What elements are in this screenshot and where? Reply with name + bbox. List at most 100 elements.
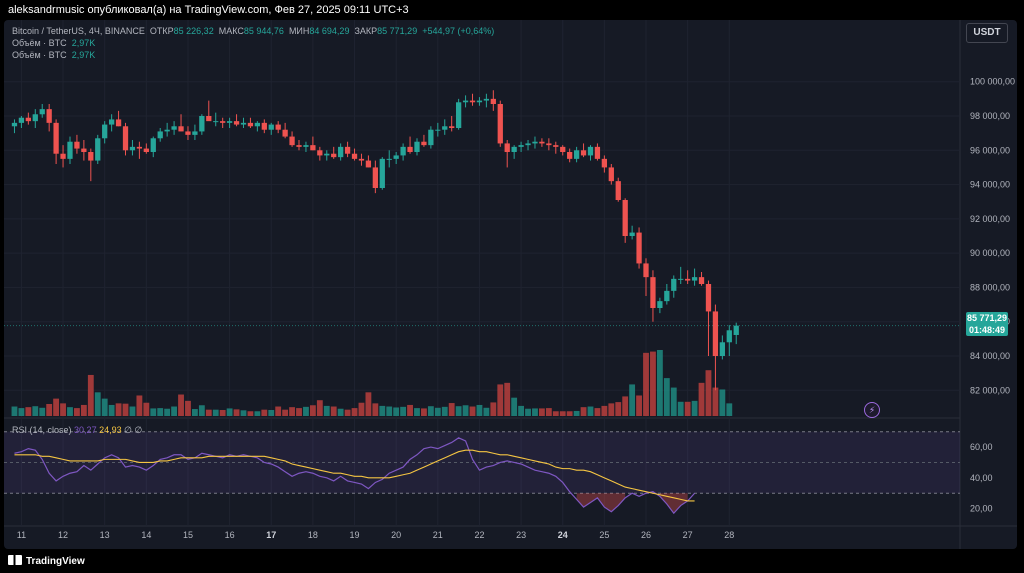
rsi-extra-2: ∅ <box>134 425 143 435</box>
time-tick-label: 25 <box>599 530 609 540</box>
candle <box>275 124 281 130</box>
symbol-name[interactable]: Bitcoin / TetherUS, 4Ч, BINANCE <box>12 26 145 36</box>
volume-bar <box>448 403 455 416</box>
volume-bar <box>60 403 66 416</box>
volume-bar <box>483 407 490 416</box>
time-tick-label: 22 <box>474 530 484 540</box>
candle <box>365 160 372 168</box>
candle <box>414 141 420 152</box>
price-tick-label: 82 000,00 <box>970 385 1010 395</box>
time-tick-label: 26 <box>641 530 651 540</box>
publisher-line: aleksandrmusic опубликовал(а) на Trading… <box>8 4 409 16</box>
volume-bar <box>25 407 32 416</box>
tradingview-logo-icon <box>8 555 22 565</box>
volume-bar <box>219 410 226 416</box>
close-value: 85 771,29 <box>377 26 418 36</box>
time-tick-label: 28 <box>724 530 734 540</box>
candle <box>442 126 448 130</box>
lightning-icon[interactable]: ⚡ <box>864 402 880 418</box>
volume-bar <box>462 405 469 416</box>
price-tick-label: 94 000,00 <box>970 180 1010 190</box>
tradingview-logo[interactable]: TradingView <box>8 555 85 567</box>
volume-bar <box>157 408 164 416</box>
volume-legend-2[interactable]: Объём · BTC 2,97K <box>12 50 95 60</box>
candle <box>129 146 136 151</box>
volume-bar <box>372 403 379 416</box>
volume-bar <box>18 408 25 416</box>
candle <box>60 153 66 159</box>
candle <box>629 232 635 236</box>
rsi-label: RSI (14, close) <box>12 425 72 435</box>
volume-bar <box>261 409 268 416</box>
volume-bar <box>191 409 198 416</box>
volume-bar <box>705 370 712 416</box>
candle <box>428 129 434 146</box>
candle <box>213 121 219 123</box>
volume-bar <box>198 405 205 416</box>
candle <box>46 109 52 123</box>
top-bar: aleksandrmusic опубликовал(а) на Trading… <box>0 0 1024 20</box>
candle <box>233 121 240 125</box>
candle <box>331 153 337 158</box>
candle <box>705 284 712 312</box>
currency-button[interactable]: USDT <box>966 23 1008 43</box>
candle <box>671 278 677 291</box>
candle <box>157 131 163 139</box>
volume-bar <box>386 406 393 416</box>
candle <box>546 143 552 146</box>
time-tick-label: 19 <box>350 530 360 540</box>
candle <box>580 150 587 156</box>
volume-bar <box>275 406 282 416</box>
candle <box>220 121 226 123</box>
rsi-oversold-fill <box>659 493 688 514</box>
high-label: МАКС <box>218 26 244 36</box>
volume-bar <box>282 409 289 416</box>
volume-bar <box>303 406 309 416</box>
volume-bar <box>365 392 372 416</box>
candle <box>518 145 524 147</box>
volume-bar <box>115 403 122 416</box>
candles <box>11 90 739 391</box>
volume-bar <box>573 410 580 416</box>
time-tick-label: 13 <box>100 530 110 540</box>
last-price: 85 771,29 <box>966 313 1008 323</box>
candle <box>122 126 129 151</box>
volume-label: Объём · BTC <box>12 50 67 60</box>
volume-bar <box>205 409 212 416</box>
volume-bar <box>538 408 545 416</box>
grid-lines <box>4 20 1017 549</box>
bar-timer: 01:48:49 <box>968 325 1006 335</box>
candle <box>372 167 378 188</box>
rsi-legend[interactable]: RSI (14, close) 30,27 24,93 ∅ ∅ <box>12 425 142 436</box>
footer: TradingView <box>0 549 1024 573</box>
volume-bar <box>421 408 427 416</box>
volume-bar <box>427 406 434 416</box>
candle <box>712 311 719 356</box>
candle <box>643 263 649 278</box>
candle <box>657 301 663 308</box>
volume-bar <box>601 405 608 416</box>
volume-bar <box>532 408 538 416</box>
candle <box>143 148 149 152</box>
volume-bar <box>289 407 295 416</box>
close-label: ЗАКР <box>354 26 378 36</box>
volume-bar <box>39 407 46 416</box>
volume-legend-1[interactable]: Объём · BTC 2,97K <box>12 38 95 48</box>
volume-bar <box>525 408 531 416</box>
volume-bar <box>268 410 275 416</box>
volume-bar <box>171 406 178 416</box>
candle <box>310 145 316 151</box>
candle <box>53 122 59 154</box>
volume-bar <box>594 408 601 416</box>
volume-bar <box>566 411 573 416</box>
time-tick-label: 21 <box>433 530 443 540</box>
volume-bar <box>434 407 441 416</box>
volume-bar <box>400 406 407 416</box>
last-price-tag: 85 771,29 01:48:49 <box>966 312 1008 336</box>
volume-bar <box>407 404 413 416</box>
volume-bar <box>101 398 108 416</box>
candle <box>587 146 594 156</box>
candle <box>560 146 566 152</box>
